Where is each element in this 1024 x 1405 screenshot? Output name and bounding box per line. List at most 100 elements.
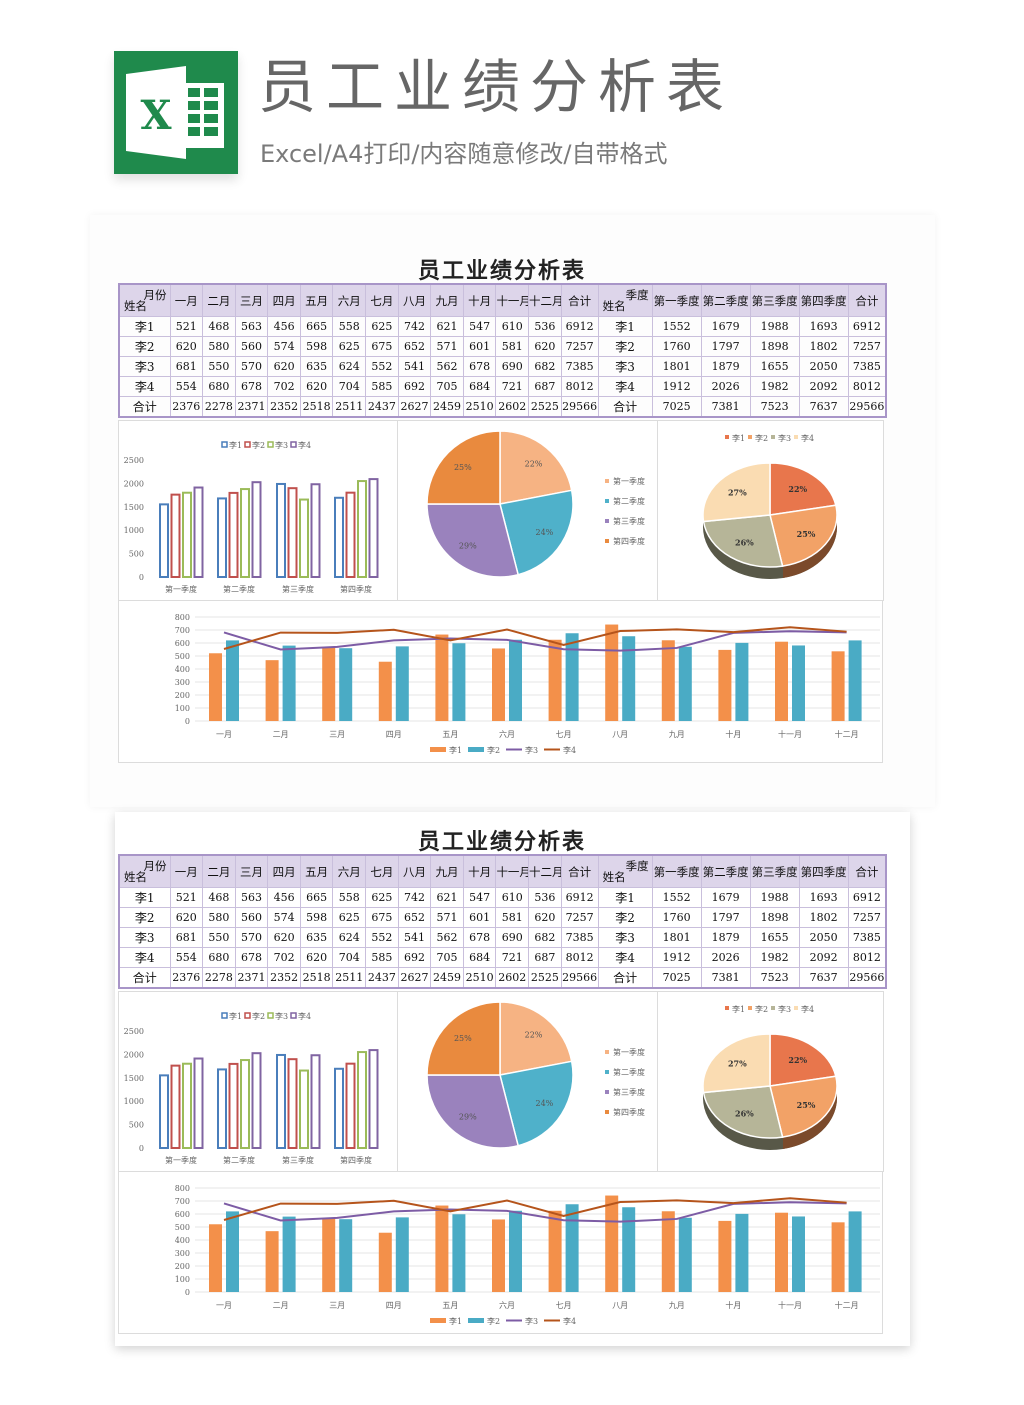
header-month: 八月 xyxy=(397,854,432,888)
bar-李1 xyxy=(334,1067,344,1149)
data-label: 22% xyxy=(788,484,807,494)
header-quarter: 第二季度 xyxy=(700,854,751,888)
x-tick-label: 第二季度 xyxy=(223,1155,255,1165)
y-tick-label: 1500 xyxy=(124,503,144,512)
bar-李2 xyxy=(678,1217,692,1292)
month-value: 2459 xyxy=(430,967,464,989)
performance-table: 月份 姓名 一月 二月 三月 四月 五月 六月 七月 八月 九月 十月 十一月 十二月 合计 季度 姓名 第一季度… xyxy=(118,283,888,418)
bar-李3 xyxy=(240,1059,250,1150)
row-name: 李4 xyxy=(118,947,171,968)
month-name-corner-cell: 月份 姓名 xyxy=(118,854,171,888)
bar-李2 xyxy=(848,1211,862,1292)
bar-李1 xyxy=(159,1074,169,1149)
pie-slice-李2 xyxy=(769,504,838,567)
line-李4 xyxy=(223,626,847,650)
legend-marker xyxy=(605,519,609,523)
row-quarter-total: 7257 xyxy=(847,336,887,357)
data-label: 24% xyxy=(535,1099,553,1108)
month-value: 678 xyxy=(234,376,269,397)
bar-李2 xyxy=(395,646,409,721)
bar-李1 xyxy=(435,1205,449,1292)
bar-李2 xyxy=(228,491,239,579)
data-label: 22% xyxy=(525,460,543,469)
page-title: 员工业绩分析表 xyxy=(258,53,735,121)
quarter-name-corner-cell: 季度 姓名 xyxy=(597,283,653,317)
y-tick-label: 1000 xyxy=(124,1097,144,1106)
x-tick-label: 第一季度 xyxy=(165,1155,197,1165)
x-tick-label: 九月 xyxy=(669,1301,685,1310)
legend-marker xyxy=(244,441,251,448)
legend-label: 第二季度 xyxy=(613,1067,645,1077)
month-value: 2518 xyxy=(299,396,334,418)
bar-李1 xyxy=(661,1211,675,1292)
bar-李1 xyxy=(492,648,505,721)
y-tick-label: 2500 xyxy=(124,456,144,465)
pie-slice-李1 xyxy=(769,1033,837,1087)
header-month: 九月 xyxy=(430,283,464,317)
y-tick-label: 2000 xyxy=(124,1050,144,1059)
legend-marker xyxy=(605,1070,609,1074)
table-header-row: 月份 姓名 一月 二月 三月 四月 五月 六月 七月 八月 九月 十月 十一月 十二月 合计 季度 姓名 第一季度… xyxy=(118,283,887,317)
bar-李1 xyxy=(322,647,336,721)
bar-李1 xyxy=(276,1053,286,1149)
row-quarter-total: 7385 xyxy=(847,356,887,377)
bar-李1 xyxy=(605,1195,619,1292)
quarter-value: 1760 xyxy=(651,336,702,357)
row-quarter-total: 8012 xyxy=(847,376,887,397)
sheet-title: 员工业绩分析表 xyxy=(417,829,586,855)
header-month: 五月 xyxy=(299,283,334,317)
bar-李2 xyxy=(282,1216,296,1292)
header-quarter-total: 合计 xyxy=(847,283,887,317)
month-value: 2511 xyxy=(332,396,367,418)
bar-李3 xyxy=(357,480,367,578)
month-value: 601 xyxy=(462,907,497,928)
header-month: 八月 xyxy=(397,283,432,317)
data-label: 27% xyxy=(728,488,747,498)
x-tick-label: 七月 xyxy=(556,1301,572,1310)
header-month: 五月 xyxy=(299,854,334,888)
pie-slice-李4 xyxy=(702,1033,771,1094)
header-month: 四月 xyxy=(267,283,301,317)
month-value: 684 xyxy=(462,947,497,968)
month-value: 2510 xyxy=(462,967,497,989)
legend-label: 第一季度 xyxy=(613,476,645,486)
y-tick-label: 0 xyxy=(139,1144,144,1153)
x-tick-label: 三月 xyxy=(329,1301,345,1310)
header-month: 十一月 xyxy=(495,854,530,888)
pie-3d-side xyxy=(783,515,837,578)
pie-slice-第二季度 xyxy=(499,1060,574,1147)
data-label: 29% xyxy=(459,542,477,551)
legend-label: 第三季度 xyxy=(613,1087,645,1097)
x-tick-label: 六月 xyxy=(499,1300,515,1310)
bar-李2 xyxy=(287,1058,298,1149)
y-tick-label: 500 xyxy=(129,550,144,559)
data-label: 24% xyxy=(535,528,553,537)
x-tick-label: 五月 xyxy=(442,1301,458,1310)
month-value: 2352 xyxy=(267,967,301,989)
month-value: 2437 xyxy=(365,967,399,989)
row-total: 8012 xyxy=(560,947,599,968)
month-value: 620 xyxy=(267,927,301,948)
month-value: 621 xyxy=(430,887,464,908)
month-value: 692 xyxy=(397,376,432,397)
legend-label: 李2 xyxy=(487,1316,500,1326)
x-tick-label: 十二月 xyxy=(835,1300,859,1310)
quarter-value: 1988 xyxy=(749,316,800,337)
month-value: 2459 xyxy=(430,396,464,418)
legend-label: 李3 xyxy=(525,745,538,755)
bar-李1 xyxy=(322,1218,336,1292)
month-value: 2627 xyxy=(397,967,432,989)
x-tick-label: 二月 xyxy=(273,730,289,739)
header-total: 合计 xyxy=(560,283,599,317)
legend-marker xyxy=(725,1006,729,1010)
legend-label: 李3 xyxy=(525,1316,538,1326)
month-value: 675 xyxy=(365,336,399,357)
y-tick-label: 800 xyxy=(175,613,190,622)
header-month: 一月 xyxy=(169,283,204,317)
bar-李4 xyxy=(310,1054,321,1149)
month-value: 2278 xyxy=(202,396,236,418)
x-tick-label: 第二季度 xyxy=(223,584,255,594)
bar-李2 xyxy=(509,1210,522,1292)
legend-label: 李1 xyxy=(732,1004,745,1014)
legend-marker xyxy=(605,1050,609,1054)
